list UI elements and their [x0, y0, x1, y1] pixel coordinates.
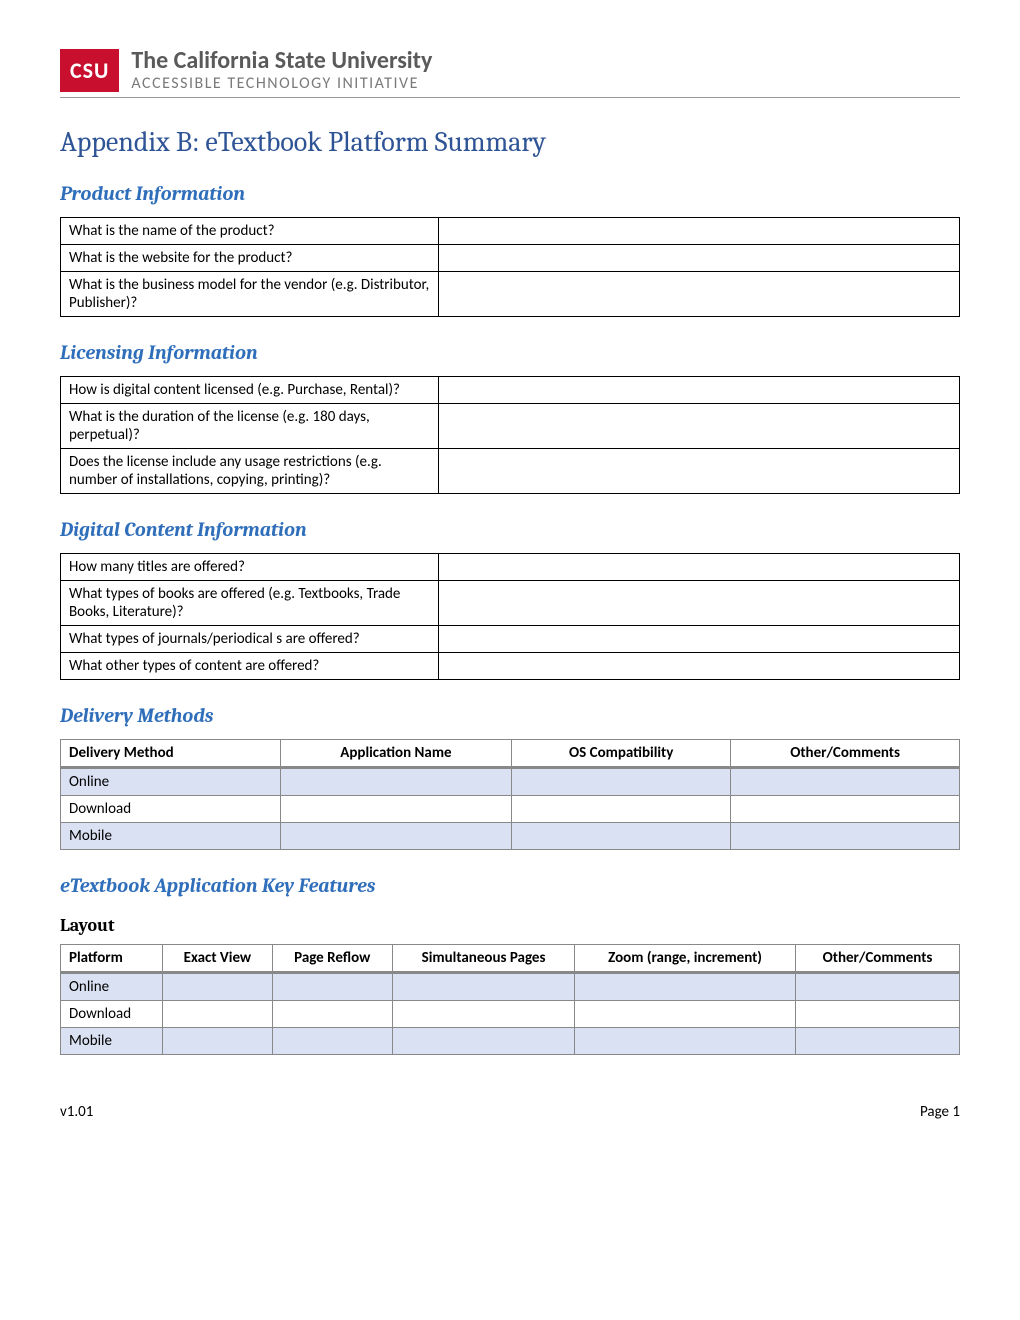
cell-answer: [438, 653, 959, 680]
cell-question: What types of journals/periodical s are …: [61, 626, 439, 653]
header-title: The California State University: [131, 48, 432, 74]
cell-answer: [438, 377, 959, 404]
cell-answer: [438, 404, 959, 449]
cell-question: How is digital content licensed (e.g. Pu…: [61, 377, 439, 404]
cell-question: What other types of content are offered?: [61, 653, 439, 680]
subsection-layout: Layout: [60, 915, 960, 936]
footer: v1.01 Page 1: [60, 1103, 960, 1121]
col-header: Platform: [61, 945, 163, 973]
row-label: Online: [61, 768, 281, 796]
header-subtitle: ACCESSIBLE TECHNOLOGY INITIATIVE: [131, 74, 432, 93]
footer-version: v1.01: [60, 1103, 93, 1121]
col-header: Zoom (range, increment): [575, 945, 796, 973]
cell-question: Does the license include any usage restr…: [61, 449, 439, 494]
cell-answer: [438, 581, 959, 626]
cell-answer: [438, 554, 959, 581]
table-layout: Platform Exact View Page Reflow Simultan…: [60, 944, 960, 1055]
col-header: Simultaneous Pages: [392, 945, 574, 973]
cell-answer: [438, 218, 959, 245]
cell-answer: [438, 272, 959, 317]
col-header: Other/Comments: [796, 945, 960, 973]
cell-question: What types of books are offered (e.g. Te…: [61, 581, 439, 626]
cell-question: What is the business model for the vendo…: [61, 272, 439, 317]
section-licensing-info: Licensing Information: [60, 341, 960, 364]
row-label: Download: [61, 1001, 163, 1028]
cell-question: How many titles are offered?: [61, 554, 439, 581]
row-label: Download: [61, 796, 281, 823]
col-header: Application Name: [280, 740, 512, 768]
cell-answer: [438, 626, 959, 653]
page-title: Appendix B: eTextbook Platform Summary: [60, 126, 960, 158]
table-product-info: What is the name of the product? What is…: [60, 217, 960, 317]
row-label: Mobile: [61, 1028, 163, 1055]
section-digital-content: Digital Content Information: [60, 518, 960, 541]
cell-question: What is the duration of the license (e.g…: [61, 404, 439, 449]
csu-logo: CSU: [60, 49, 119, 92]
table-digital-content: How many titles are offered? What types …: [60, 553, 960, 680]
header: CSU The California State University ACCE…: [60, 48, 960, 98]
table-licensing-info: How is digital content licensed (e.g. Pu…: [60, 376, 960, 494]
header-text: The California State University ACCESSIB…: [131, 48, 432, 93]
footer-page: Page 1: [920, 1103, 960, 1121]
col-header: Page Reflow: [272, 945, 392, 973]
cell-answer: [438, 245, 959, 272]
section-product-info: Product Information: [60, 182, 960, 205]
row-label: Mobile: [61, 823, 281, 850]
cell-question: What is the website for the product?: [61, 245, 439, 272]
row-label: Online: [61, 973, 163, 1001]
section-delivery-methods: Delivery Methods: [60, 704, 960, 727]
col-header: Exact View: [163, 945, 272, 973]
col-header: Delivery Method: [61, 740, 281, 768]
cell-answer: [438, 449, 959, 494]
table-delivery-methods: Delivery Method Application Name OS Comp…: [60, 739, 960, 850]
section-key-features: eTextbook Application Key Features: [60, 874, 960, 897]
col-header: OS Compatibility: [512, 740, 731, 768]
col-header: Other/Comments: [731, 740, 960, 768]
cell-question: What is the name of the product?: [61, 218, 439, 245]
